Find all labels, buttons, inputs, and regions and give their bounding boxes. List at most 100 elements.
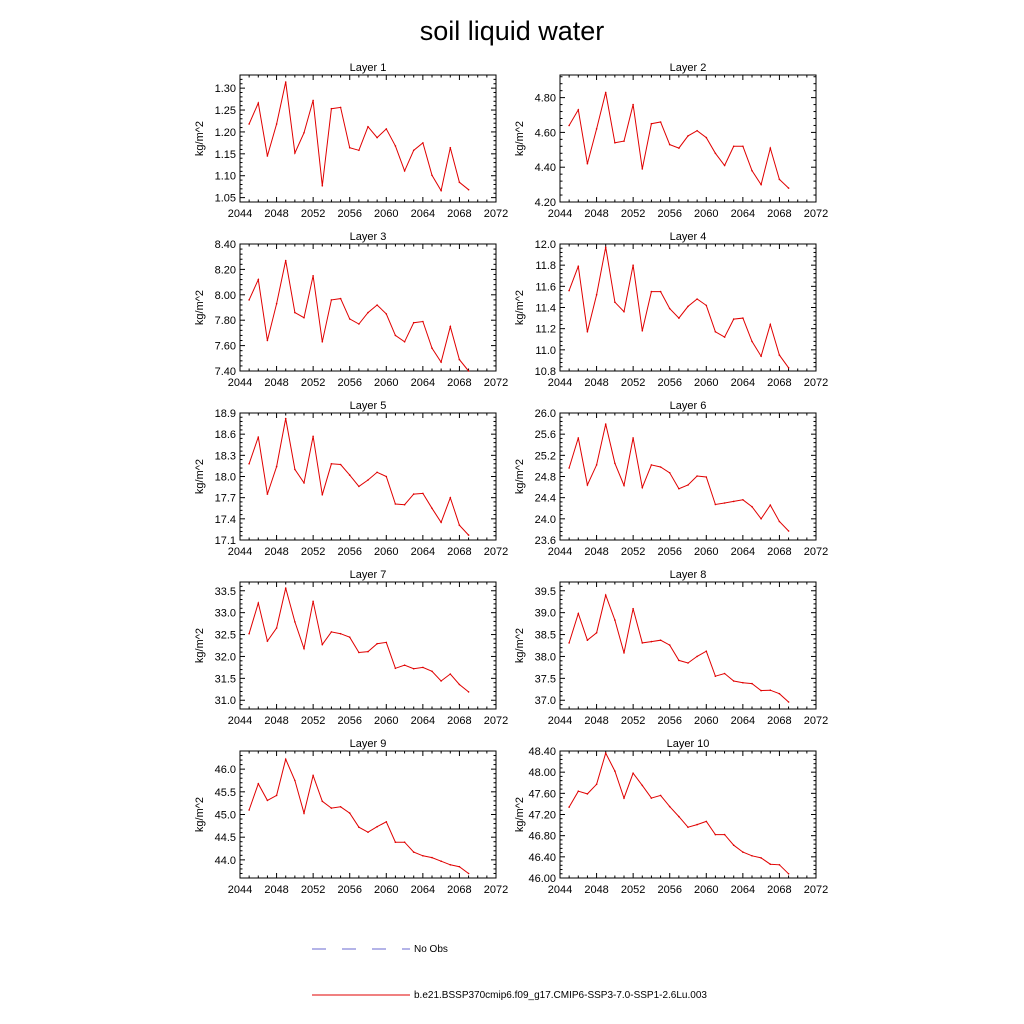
x-tick-label: 2072 — [804, 208, 828, 220]
data-point — [787, 530, 790, 532]
x-tick-label: 2056 — [337, 377, 361, 389]
y-tick-label: 17.4 — [215, 514, 236, 526]
x-tick-label: 2060 — [694, 884, 718, 896]
y-tick-label: 12.0 — [535, 239, 556, 251]
data-point — [385, 313, 388, 315]
panel-8: Layer 8 kg/m^2 2044 2048 2052 2056 2060 2064 206… — [514, 569, 828, 727]
x-tick-label: 2044 — [548, 208, 572, 220]
y-tick-label: 11.4 — [535, 303, 556, 315]
y-tick-label: 18.3 — [215, 450, 236, 462]
data-point — [668, 472, 671, 474]
x-tick-label: 2044 — [228, 884, 252, 896]
data-point — [769, 504, 772, 506]
data-point — [367, 125, 369, 128]
data-point — [778, 178, 781, 181]
data-point — [742, 681, 744, 684]
data-point — [604, 594, 607, 596]
data-point — [705, 136, 708, 139]
data-point — [595, 783, 598, 786]
x-tick-label: 2064 — [731, 546, 755, 558]
x-tick-label: 2052 — [301, 546, 325, 558]
data-point — [769, 147, 772, 149]
data-point — [348, 474, 351, 476]
data-point — [412, 851, 415, 853]
y-tick-label: 18.0 — [215, 472, 236, 484]
y-axis-label: kg/m^2 — [194, 797, 206, 832]
x-tick-label: 2068 — [767, 715, 791, 727]
data-point — [294, 779, 296, 782]
data-point — [632, 607, 634, 610]
panel-4: Layer 4 kg/m^2 2044 2048 2052 2056 2060 2064 206… — [514, 231, 828, 389]
data-point — [751, 682, 753, 685]
data-point — [449, 673, 452, 675]
data-point — [394, 145, 397, 147]
y-axis-label: kg/m^2 — [194, 121, 206, 156]
y-tick-label: 45.5 — [215, 787, 236, 799]
data-point — [705, 304, 708, 307]
x-tick-label: 2044 — [228, 546, 252, 558]
data-point — [403, 170, 406, 172]
panel-3: Layer 3 kg/m^2 2044 2048 2052 2056 2060 2064 206… — [194, 231, 508, 389]
data-point — [769, 863, 772, 865]
data-point — [769, 689, 772, 691]
x-tick-label: 2048 — [584, 715, 608, 727]
y-tick-label: 38.0 — [535, 651, 556, 663]
y-tick-label: 39.0 — [535, 608, 556, 620]
data-point — [284, 758, 287, 760]
data-point — [668, 644, 671, 646]
x-tick-label: 2072 — [484, 715, 508, 727]
data-point — [568, 806, 570, 808]
series-line — [248, 81, 469, 192]
data-point — [339, 297, 342, 300]
data-point — [257, 102, 260, 104]
y-axis-label: kg/m^2 — [514, 121, 526, 156]
x-tick-label: 2072 — [484, 546, 508, 558]
data-point — [778, 354, 781, 356]
data-point — [467, 534, 470, 536]
data-point — [577, 109, 580, 111]
data-point — [303, 132, 305, 134]
data-point — [723, 164, 726, 167]
data-point — [385, 641, 388, 644]
data-point — [449, 325, 452, 328]
data-point — [586, 162, 589, 165]
data-point — [760, 689, 762, 692]
data-point — [275, 627, 278, 629]
x-tick-label: 2048 — [584, 208, 608, 220]
data-point — [248, 299, 250, 301]
x-tick-label: 2068 — [447, 377, 471, 389]
data-point — [687, 826, 689, 828]
data-point — [696, 129, 698, 132]
x-tick-label: 2060 — [374, 884, 398, 896]
data-point — [614, 770, 616, 772]
data-point — [595, 294, 598, 296]
x-tick-label: 2052 — [621, 546, 645, 558]
data-point — [595, 464, 598, 466]
y-tick-label: 32.5 — [215, 630, 236, 642]
data-point — [760, 183, 762, 186]
data-point — [732, 145, 735, 148]
plot-frame — [239, 750, 497, 879]
x-tick-label: 2068 — [447, 546, 471, 558]
x-tick-label: 2048 — [264, 546, 288, 558]
y-tick-label: 11.0 — [535, 345, 556, 357]
data-point — [732, 844, 735, 846]
x-tick-label: 2044 — [548, 715, 572, 727]
x-tick-label: 2068 — [447, 884, 471, 896]
x-tick-label: 2072 — [804, 884, 828, 896]
data-point — [367, 311, 369, 314]
data-point — [467, 370, 470, 372]
x-tick-label: 2064 — [411, 884, 435, 896]
data-point — [751, 855, 753, 857]
data-point — [577, 437, 580, 439]
data-point — [696, 823, 698, 826]
data-point — [723, 833, 726, 836]
x-tick-label: 2048 — [264, 208, 288, 220]
data-point — [440, 860, 442, 862]
data-point — [659, 121, 662, 123]
data-point — [586, 639, 589, 641]
data-point — [422, 855, 424, 857]
series-line — [568, 92, 789, 189]
data-point — [467, 872, 470, 875]
data-point — [623, 484, 625, 487]
